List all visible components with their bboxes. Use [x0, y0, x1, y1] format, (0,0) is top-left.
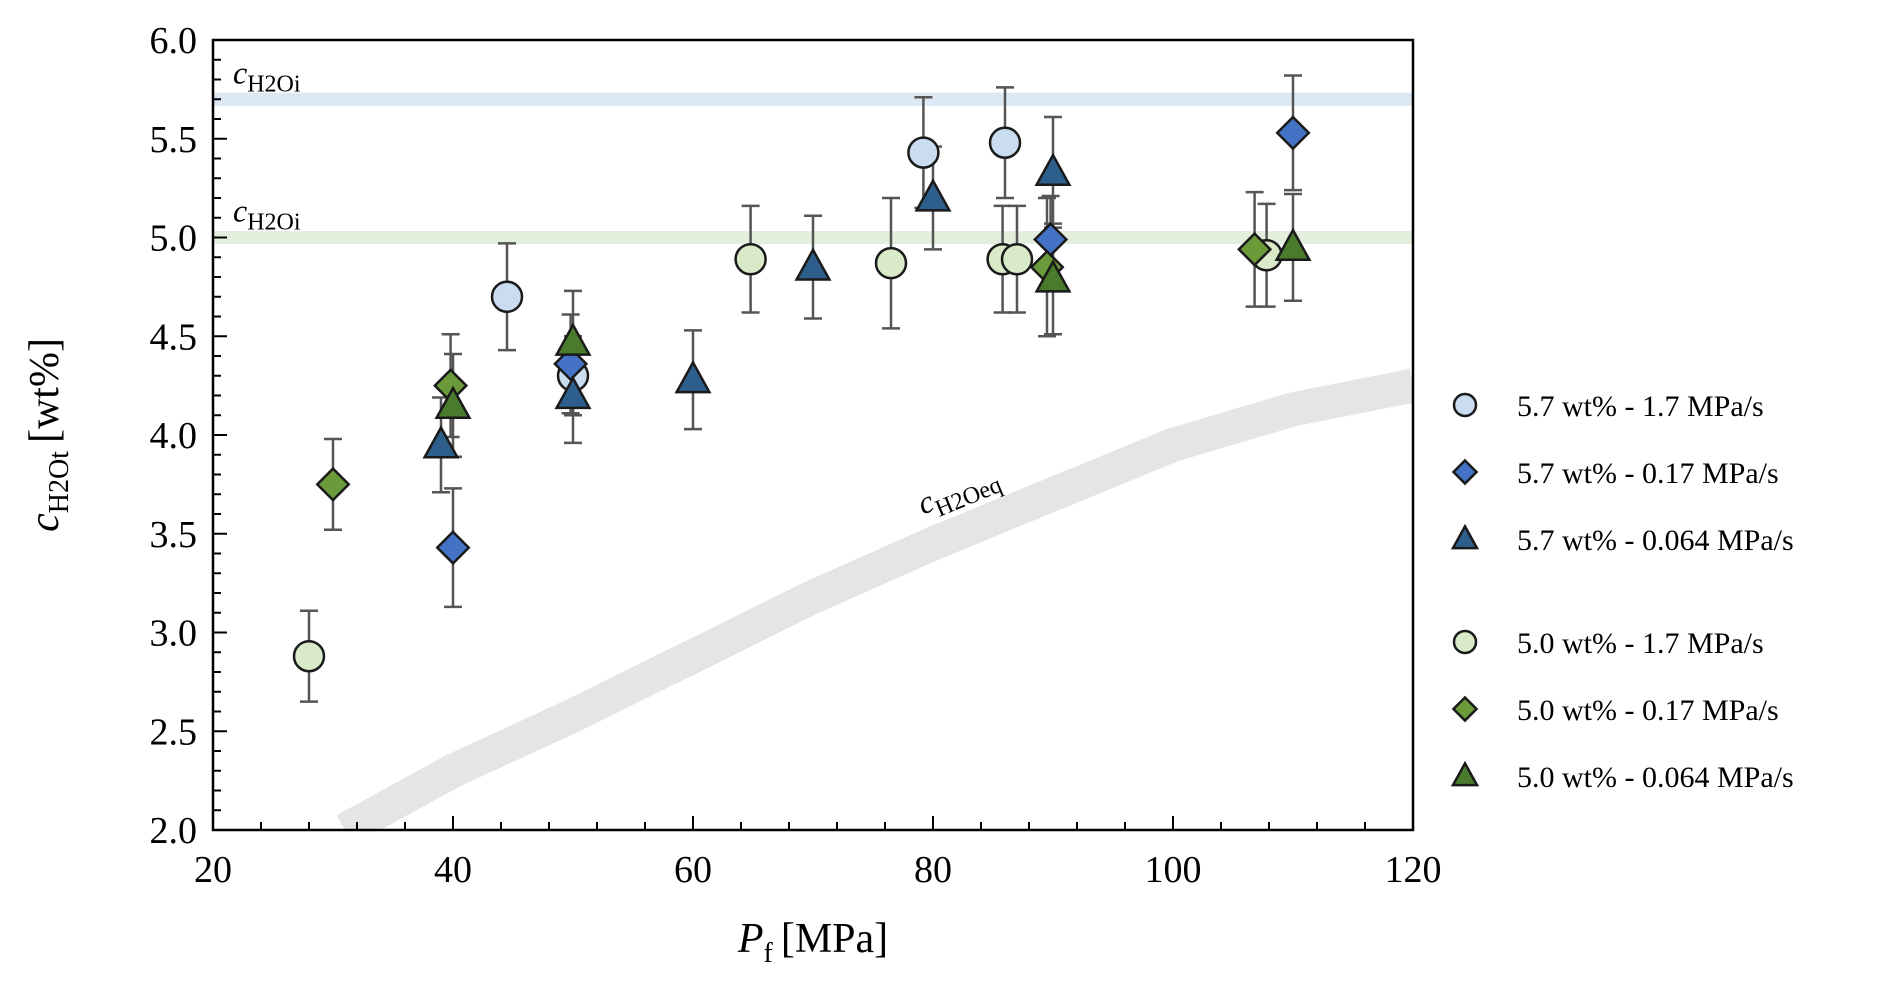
data-point-triangle	[1274, 227, 1312, 262]
reference-line-label: cH2Oi	[233, 193, 301, 236]
reference-line-label-sub: H2Oi	[247, 210, 301, 236]
legend-marker-circle	[1452, 629, 1478, 655]
legend-label: 5.7 wt% - 1.7 MPa/s	[1517, 390, 1764, 423]
y-axis-title-unit: [wt%]	[22, 338, 68, 443]
plot-background-layer	[213, 92, 1413, 830]
legend-label: 5.7 wt% - 0.17 MPa/s	[1517, 457, 1779, 490]
data-point-circle	[292, 639, 326, 673]
data-point-triangle	[1034, 259, 1072, 293]
legend-marker-circle	[1452, 392, 1478, 418]
data-point-diamond	[1237, 231, 1273, 267]
data-point-circle	[490, 280, 524, 313]
data-point-circle	[874, 246, 908, 280]
x-tick-label: 60	[674, 849, 712, 891]
data-point-triangle	[422, 425, 460, 459]
legend-label: 5.7 wt% - 0.064 MPa/s	[1517, 524, 1794, 557]
y-tick-label: 2.5	[150, 711, 198, 753]
x-tick-label: 40	[434, 849, 472, 891]
x-axis-title: Pf [MPa]	[737, 916, 888, 969]
x-tick-label: 80	[914, 849, 952, 891]
legend-marker-triangle	[1450, 760, 1480, 787]
x-tick-label: 20	[194, 849, 232, 891]
legend-marker-diamond	[1451, 695, 1479, 723]
y-tick-label: 2.0	[150, 810, 198, 852]
marker-layer	[292, 115, 1312, 673]
legend-label: 5.0 wt% - 1.7 MPa/s	[1517, 627, 1764, 660]
y-tick-label: 5.5	[150, 119, 198, 161]
legend-marker-diamond	[1451, 458, 1479, 486]
data-point-diamond	[1275, 115, 1311, 151]
data-point-circle	[734, 242, 767, 276]
y-tick-label: 3.5	[150, 514, 198, 556]
data-point-triangle	[554, 322, 592, 356]
y-axis-title-symbol: c	[22, 513, 68, 532]
y-tick-label: 5.0	[150, 218, 198, 260]
reference-line-label-sub: H2Oi	[247, 71, 301, 97]
data-point-triangle	[434, 385, 472, 420]
x-tick-label: 120	[1385, 849, 1442, 891]
reference-line-label-symbol: c	[233, 193, 247, 229]
data-point-triangle	[674, 359, 712, 394]
data-point-diamond	[553, 346, 589, 382]
reference-line-label: cH2Oi	[233, 54, 301, 97]
legend-label: 5.0 wt% - 0.064 MPa/s	[1517, 761, 1794, 794]
data-point-circle	[988, 126, 1022, 159]
axis-layer: 20 40 60 80 100 120 2.0 2.5 3.0 3.5 4.0 4.5 5.0 5.5 6.…	[150, 20, 1442, 891]
data-point-circle	[1000, 242, 1034, 276]
y-axis-title: cH2Ot [wt%]	[22, 338, 75, 532]
legend: 5.7 wt% - 1.7 MPa/s 5.7 wt% - 0.17 MPa/s 5…	[1450, 390, 1794, 794]
data-point-triangle	[554, 375, 592, 410]
data-point-triangle	[794, 247, 832, 281]
x-axis-title-unit: [MPa]	[781, 916, 888, 962]
legend-marker-triangle	[1450, 523, 1480, 550]
x-axis-title-sub: f	[764, 938, 774, 969]
y-tick-label: 4.5	[150, 316, 198, 358]
y-tick-label: 4.0	[150, 415, 198, 457]
data-point-circle	[907, 136, 940, 169]
x-tick-label: 100	[1145, 849, 1202, 891]
equilibrium-band	[336, 368, 1413, 830]
data-point-triangle	[1034, 152, 1072, 186]
y-axis-title-sub: H2Ot	[44, 451, 75, 513]
y-tick-label: 6.0	[150, 20, 198, 62]
y-tick-label: 3.0	[150, 613, 198, 655]
reference-line-label-symbol: c	[233, 54, 247, 90]
legend-label: 5.0 wt% - 0.17 MPa/s	[1517, 694, 1779, 727]
data-point-diamond	[435, 530, 471, 566]
data-point-diamond	[315, 466, 351, 502]
x-axis-title-symbol: P	[737, 916, 764, 962]
data-point-triangle	[914, 178, 952, 212]
